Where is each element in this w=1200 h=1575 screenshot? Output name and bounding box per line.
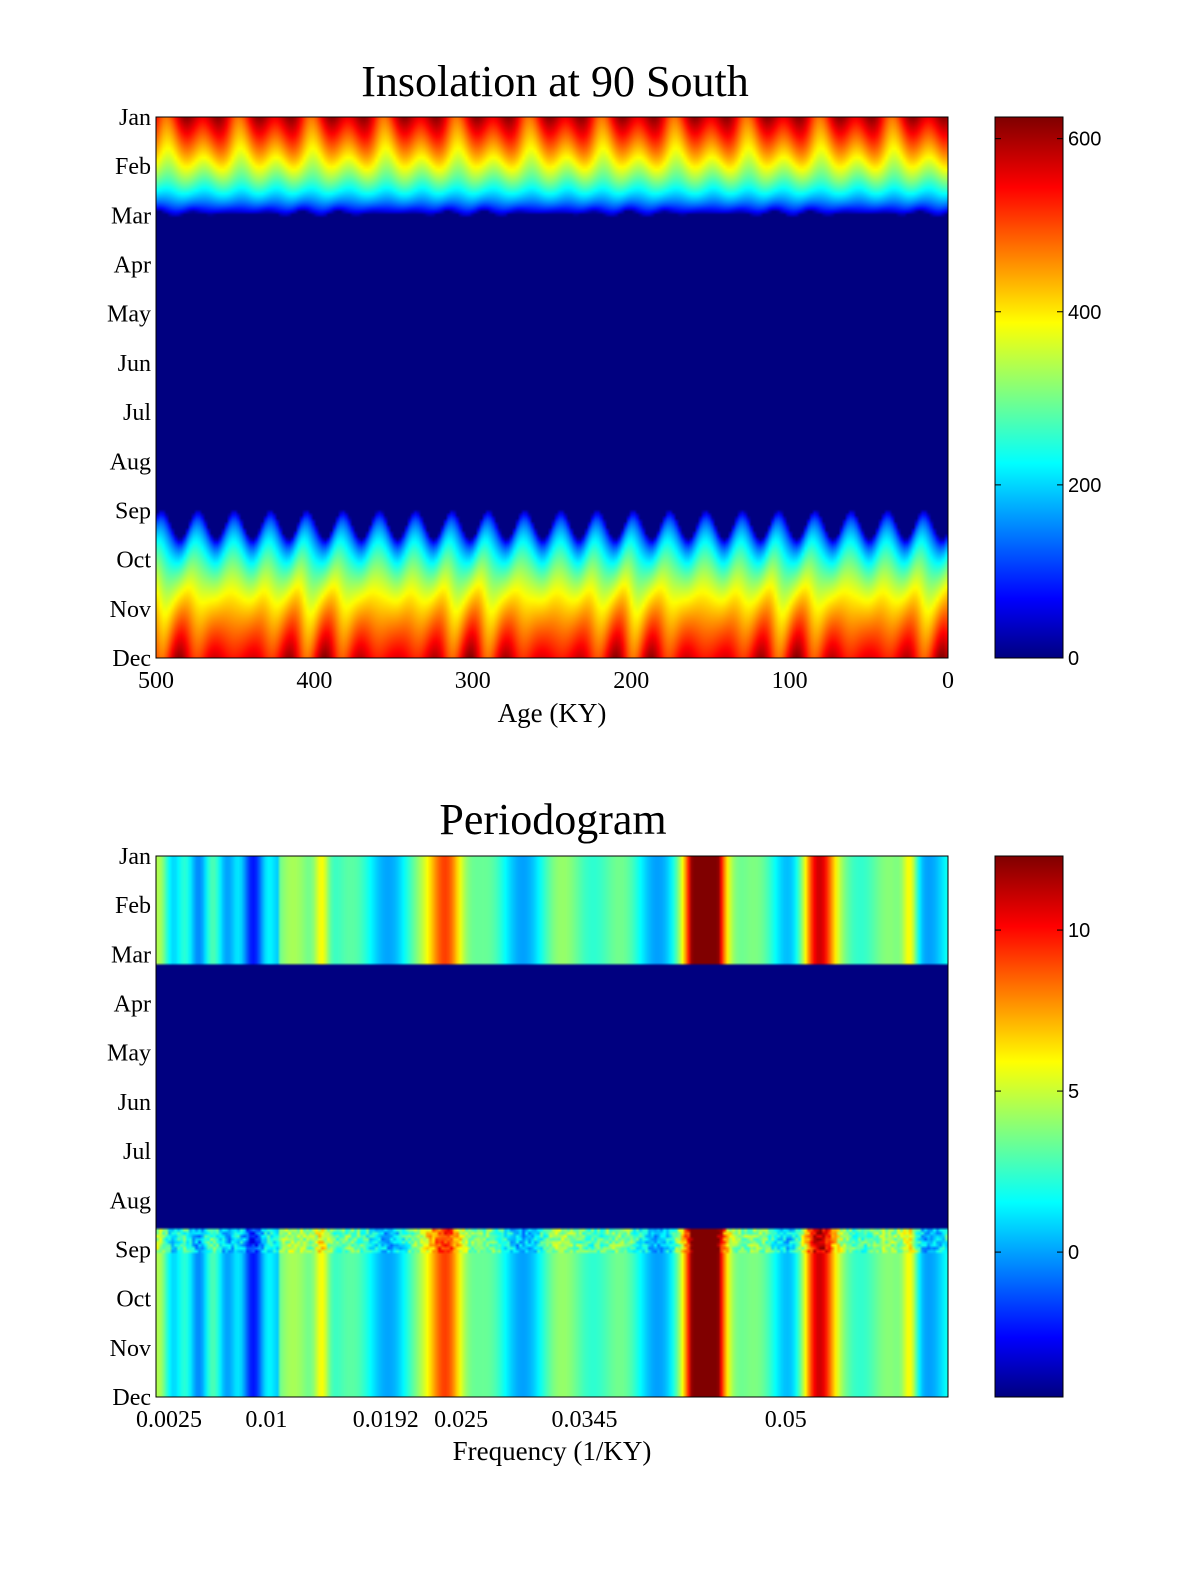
y-tick-label: Dec — [112, 646, 151, 672]
colorbar-ticks: 0 200 400 600 — [995, 129, 1101, 670]
y-tick-label: Jul — [123, 1139, 151, 1165]
colorbar-ticks: 0 5 10 — [995, 920, 1090, 1264]
y-tick-label: Jan — [119, 105, 151, 131]
x-axis-label: Age (KY) — [498, 698, 607, 728]
y-tick-label: Sep — [115, 498, 151, 524]
colorbar-tick-label: 0 — [1068, 648, 1079, 670]
y-tick-label: Aug — [110, 1188, 151, 1214]
colorbar-tick-label: 5 — [1068, 1081, 1079, 1103]
y-tick-labels: Jan Feb Mar Apr May Jun Jul Aug Sep Oct Nov Dec — [107, 844, 151, 1411]
y-tick-label: Nov — [110, 1336, 151, 1362]
y-tick-label: Mar — [111, 203, 151, 229]
y-tick-label: Oct — [116, 1287, 151, 1313]
x-tick-label: 0.0025 — [136, 1407, 202, 1433]
x-tick-label: 0 — [942, 668, 954, 694]
x-tick-label: 200 — [613, 668, 649, 694]
y-tick-label: Jun — [118, 351, 151, 377]
chart-title: Periodogram — [439, 795, 666, 844]
y-tick-label: May — [107, 1041, 151, 1067]
x-tick-label: 0.0345 — [551, 1407, 617, 1433]
y-tick-label: Apr — [114, 253, 151, 279]
periodogram-chart: Periodogram Jan Feb Mar Apr May Jun Jul Aug Sep O… — [107, 795, 1090, 1466]
y-tick-labels: Jan Feb Mar Apr May Jun Jul Aug Sep Oct Nov Dec — [107, 105, 151, 672]
x-tick-label: 400 — [296, 668, 332, 694]
x-tick-label: 0.05 — [765, 1407, 807, 1433]
y-tick-label: Oct — [116, 548, 151, 574]
heatmap-image — [156, 117, 948, 658]
x-axis-label: Frequency (1/KY) — [453, 1436, 652, 1466]
y-tick-label: Mar — [111, 942, 151, 968]
y-tick-label: May — [107, 302, 151, 328]
colorbar-tick-label: 400 — [1068, 302, 1101, 324]
colorbar — [994, 116, 1064, 659]
y-tick-label: Feb — [115, 893, 151, 919]
y-tick-label: Aug — [110, 449, 151, 475]
colorbar — [994, 855, 1064, 1398]
x-tick-labels: 0.0025 0.01 0.0192 0.025 0.0345 0.05 — [136, 1407, 807, 1433]
x-tick-labels: 500 400 300 200 100 0 — [138, 668, 954, 694]
x-tick-label: 300 — [455, 668, 491, 694]
y-tick-label: Jun — [118, 1090, 151, 1116]
y-tick-label: Jan — [119, 844, 151, 870]
plot-frame — [155, 116, 949, 659]
heatmap-image — [156, 856, 948, 1397]
colorbar-tick-label: 10 — [1068, 920, 1090, 942]
y-tick-label: Nov — [110, 597, 151, 623]
x-tick-label: 0.025 — [434, 1407, 488, 1433]
chart-title: Insolation at 90 South — [361, 57, 748, 106]
x-tick-label: 0.0192 — [353, 1407, 419, 1433]
x-tick-label: 100 — [772, 668, 808, 694]
y-tick-label: Jul — [123, 400, 151, 426]
insolation-chart: Insolation at 90 South Jan Feb Mar Apr May Ju… — [107, 57, 1101, 728]
x-tick-label: 0.01 — [245, 1407, 287, 1433]
colorbar-tick-label: 0 — [1068, 1242, 1079, 1264]
colorbar-tick-label: 200 — [1068, 475, 1101, 497]
x-tick-label: 500 — [138, 668, 174, 694]
y-tick-label: Sep — [115, 1237, 151, 1263]
plot-frame — [155, 855, 949, 1398]
y-tick-label: Dec — [112, 1385, 151, 1411]
y-tick-label: Feb — [115, 154, 151, 180]
y-tick-label: Apr — [114, 992, 151, 1018]
colorbar-tick-label: 600 — [1068, 129, 1101, 151]
